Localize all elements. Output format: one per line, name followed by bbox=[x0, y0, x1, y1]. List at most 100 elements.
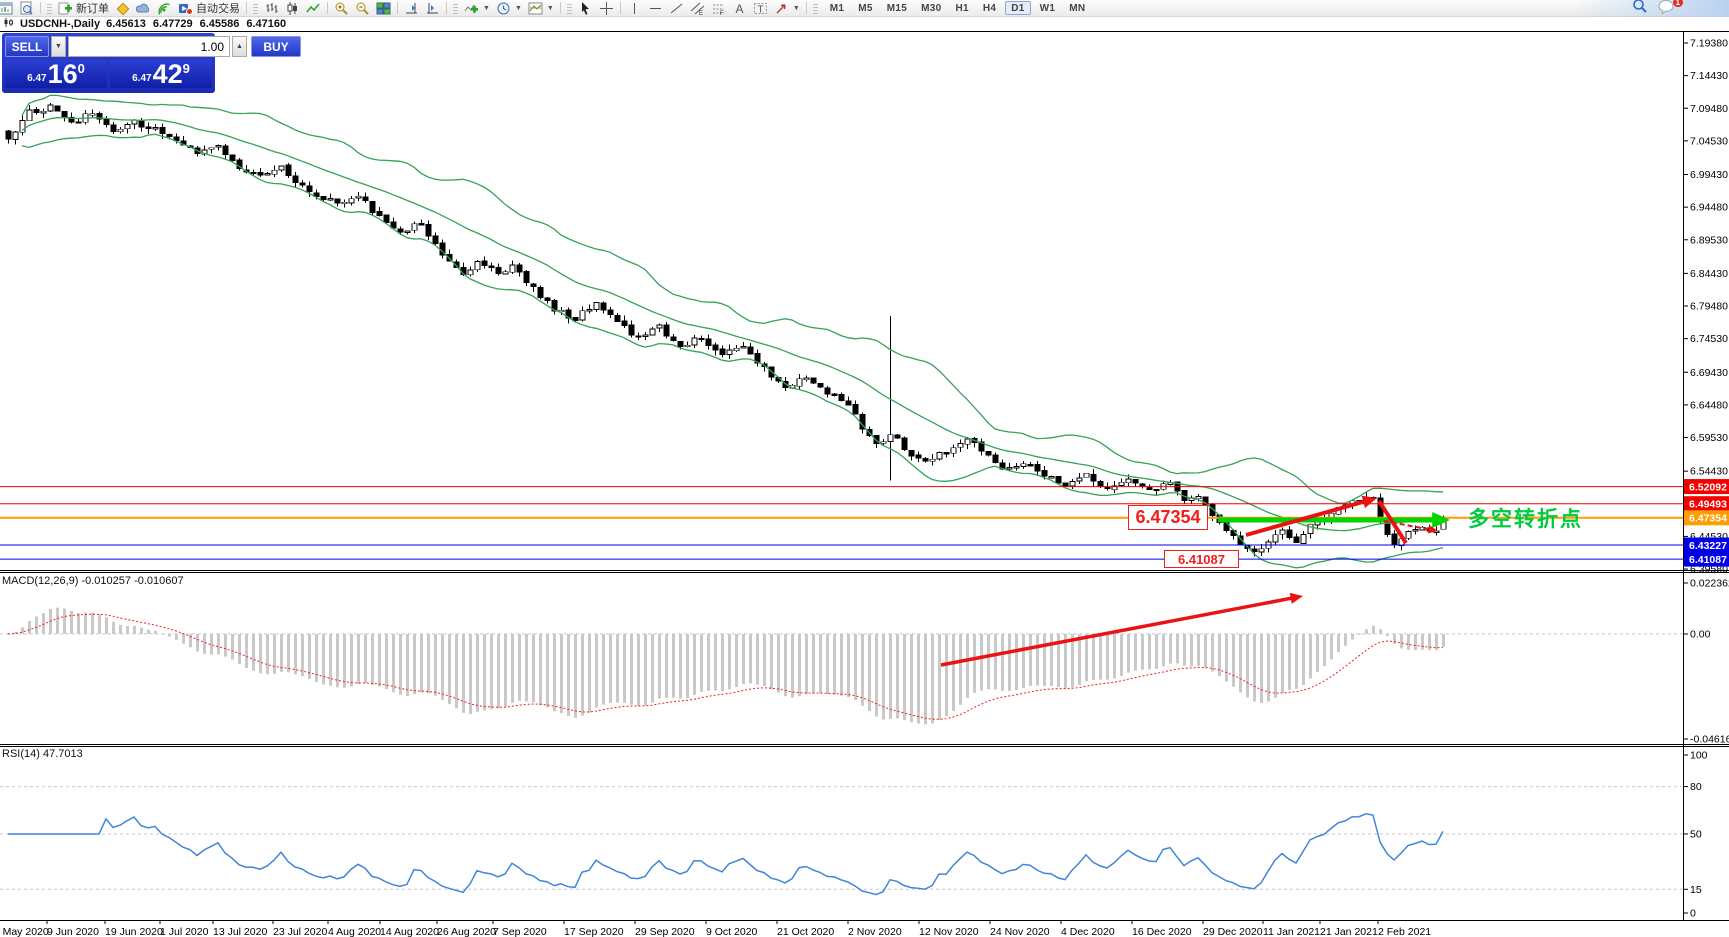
candle-body bbox=[754, 353, 761, 364]
fibonacci-icon: F bbox=[711, 1, 726, 16]
toolbar-drag-handle[interactable] bbox=[812, 2, 818, 14]
support-price-label[interactable]: 6.47354 bbox=[1128, 505, 1208, 530]
toolbar-drag-handle[interactable] bbox=[566, 2, 572, 14]
cursor-tool-button[interactable] bbox=[575, 0, 596, 16]
volume-decrease-button[interactable]: ▼ bbox=[51, 36, 66, 57]
macd-histogram-bar bbox=[1071, 633, 1074, 688]
candle-body bbox=[1132, 479, 1139, 484]
toolbar-drag-handle[interactable] bbox=[47, 2, 52, 14]
timeframe-mn[interactable]: MN bbox=[1069, 2, 1086, 14]
price-axis-label: 7.19380 bbox=[1690, 38, 1728, 50]
vertical-line-tool-button[interactable] bbox=[624, 0, 645, 16]
candle-body bbox=[285, 164, 292, 176]
macd-histogram-bar bbox=[1246, 633, 1249, 698]
toolbar-drag-handle[interactable] bbox=[453, 2, 458, 14]
bullish-trend-red-arrow[interactable] bbox=[1245, 499, 1366, 537]
macd-histogram-bar bbox=[1078, 633, 1081, 685]
candle-body bbox=[1251, 548, 1258, 553]
volume-increase-button[interactable]: ▲ bbox=[232, 36, 247, 57]
candle-body bbox=[96, 113, 103, 120]
price-level-badge-text: 6.49493 bbox=[1689, 498, 1727, 510]
timeframe-m5[interactable]: M5 bbox=[858, 2, 873, 14]
channel-tool-button[interactable]: E bbox=[687, 0, 708, 16]
auto-scroll-button[interactable] bbox=[401, 0, 422, 16]
macd-histogram-bar bbox=[714, 633, 717, 691]
macd-histogram-bar bbox=[1120, 633, 1123, 677]
candle-body bbox=[1279, 529, 1286, 535]
turning-point-annotation[interactable]: 多空转折点 bbox=[1468, 508, 1583, 531]
chart-shift-button[interactable] bbox=[422, 0, 443, 16]
arrows-tool-button[interactable]: ▼ bbox=[771, 0, 803, 16]
buy-price-display[interactable]: 6.47 42 9 bbox=[110, 60, 212, 88]
notifications-button[interactable]: 1 bbox=[1658, 0, 1683, 19]
sideways-red-dashed-arrow-head[interactable] bbox=[1427, 525, 1438, 534]
sell-price-display[interactable]: 6.47 16 0 bbox=[5, 60, 107, 88]
trendline-tool-button[interactable] bbox=[666, 0, 687, 16]
macd-histogram-bar bbox=[42, 613, 45, 634]
text-label-tool-button[interactable]: T bbox=[750, 0, 771, 16]
macd-histogram-bar bbox=[875, 633, 878, 717]
timeframe-m30[interactable]: M30 bbox=[921, 2, 942, 14]
macd-histogram-bar bbox=[1218, 633, 1221, 677]
candle-body bbox=[1013, 466, 1020, 469]
price-axis-label: 6.54430 bbox=[1690, 466, 1728, 478]
candle-body bbox=[887, 434, 894, 442]
search-icon[interactable] bbox=[1632, 0, 1648, 19]
horizontal-line-tool-button[interactable] bbox=[645, 0, 666, 16]
candle-body bbox=[1153, 488, 1160, 492]
timeframe-m1[interactable]: M1 bbox=[829, 2, 845, 14]
volume-input[interactable] bbox=[68, 36, 230, 57]
text-tool-button[interactable]: A bbox=[729, 0, 750, 16]
bar-chart-mode-button[interactable] bbox=[261, 0, 282, 16]
candle-body bbox=[138, 120, 145, 128]
new-order-button[interactable]: 新订单 bbox=[55, 0, 112, 16]
candle-body bbox=[852, 403, 859, 415]
timeframe-w1[interactable]: W1 bbox=[1039, 2, 1056, 14]
zoom-out-button[interactable] bbox=[352, 0, 373, 16]
bullish-trend-red-arrow-head[interactable] bbox=[1361, 495, 1377, 508]
macd-histogram-bar bbox=[1414, 633, 1417, 651]
periods-button[interactable]: ▼ bbox=[493, 0, 525, 16]
macd-divergence-red-arrow-head[interactable] bbox=[1289, 592, 1303, 604]
signals-button[interactable] bbox=[154, 0, 175, 16]
macd-histogram-bar bbox=[1127, 633, 1130, 673]
macd-divergence-red-arrow[interactable] bbox=[940, 596, 1294, 667]
macd-histogram-bar bbox=[147, 629, 150, 634]
macd-histogram-bar bbox=[441, 633, 444, 700]
candle-body bbox=[943, 452, 950, 455]
macd-histogram-bar bbox=[903, 633, 906, 721]
toolbar-drag-handle[interactable] bbox=[253, 2, 258, 14]
timeframe-h4[interactable]: H4 bbox=[982, 2, 997, 14]
community-button[interactable] bbox=[133, 0, 154, 16]
market-button[interactable] bbox=[112, 0, 133, 16]
buy-button[interactable]: BUY bbox=[251, 36, 301, 57]
candlestick-mode-button[interactable] bbox=[282, 0, 303, 16]
print-preview-button[interactable] bbox=[16, 0, 37, 16]
sell-button[interactable]: SELL bbox=[5, 36, 49, 57]
candle-body bbox=[19, 120, 26, 133]
macd-histogram-bar bbox=[497, 633, 500, 709]
timeframe-h1[interactable]: H1 bbox=[955, 2, 969, 14]
templates-button[interactable]: ▼ bbox=[525, 0, 557, 16]
line-chart-mode-button[interactable] bbox=[303, 0, 324, 16]
candle-body bbox=[656, 324, 663, 329]
clock-icon bbox=[496, 1, 511, 16]
chart-window-button[interactable] bbox=[0, 0, 16, 16]
tile-windows-button[interactable] bbox=[373, 0, 394, 16]
fibonacci-tool-button[interactable]: F bbox=[708, 0, 729, 16]
turning-point-green-line-head[interactable] bbox=[1432, 512, 1450, 528]
macd-histogram-bar bbox=[546, 633, 549, 708]
macd-histogram-bar bbox=[700, 633, 703, 692]
timeframe-d1[interactable]: D1 bbox=[1005, 1, 1031, 15]
candle-body bbox=[362, 196, 369, 202]
zoom-in-button[interactable] bbox=[331, 0, 352, 16]
macd-histogram-bar bbox=[1365, 629, 1368, 634]
candle-body bbox=[1069, 481, 1076, 487]
crosshair-tool-button[interactable] bbox=[596, 0, 617, 16]
indicators-button[interactable]: ▼ bbox=[461, 0, 493, 16]
timeframe-m15[interactable]: M15 bbox=[886, 2, 908, 14]
symbol-icon bbox=[3, 17, 14, 31]
autotrading-button[interactable]: 自动交易 bbox=[175, 0, 243, 16]
low-price-label[interactable]: 6.41087 bbox=[1164, 550, 1239, 568]
